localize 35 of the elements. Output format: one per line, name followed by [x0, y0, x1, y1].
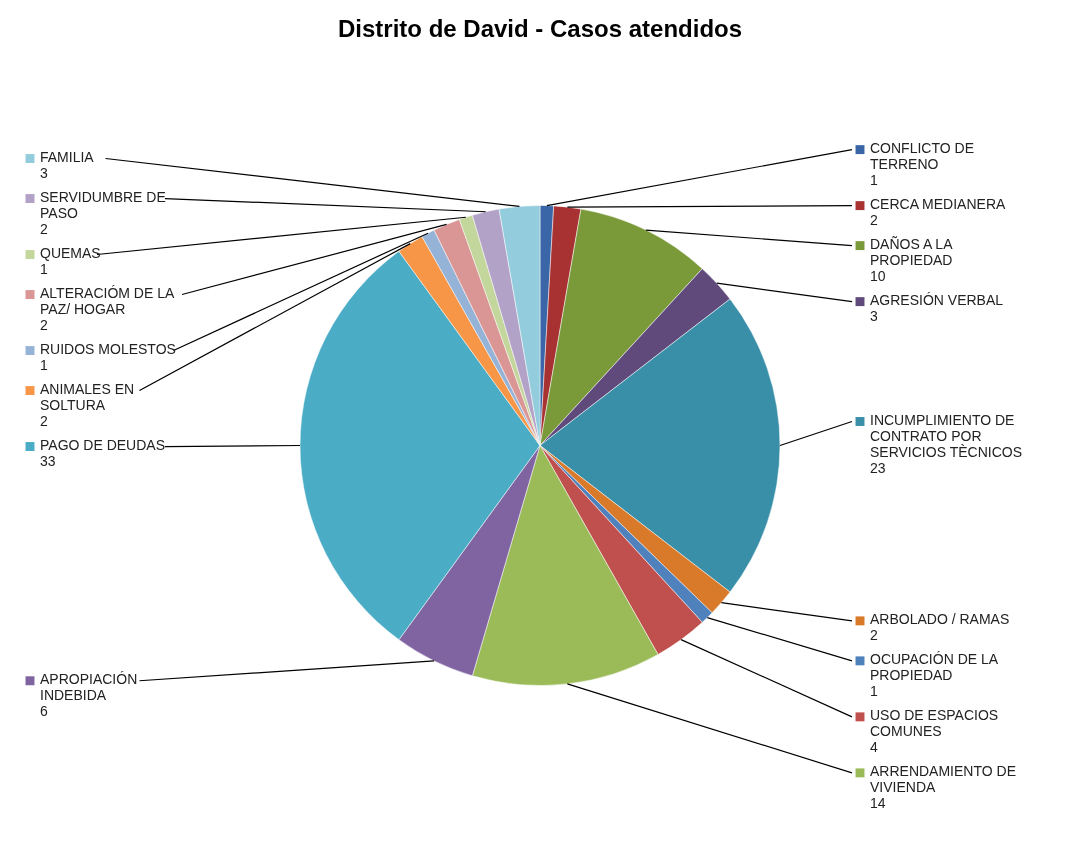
legend-label: QUEMAS	[40, 244, 101, 261]
legend-label: ARRENDAMIENTO DE VIVIENDA	[870, 762, 1016, 795]
legend-label: ALTERACIÓM DE LA PAZ/ HOGAR	[40, 284, 175, 317]
data-label: 10	[870, 267, 886, 284]
data-label: 2	[870, 211, 878, 228]
data-label: 1	[40, 356, 48, 373]
legend-label: DAÑOS A LA PROPIEDAD	[870, 235, 954, 268]
data-label: 14	[870, 794, 886, 811]
legend-label: RUIDOS MOLESTOS	[40, 340, 176, 357]
legend-label: PAGO DE DEUDAS	[40, 436, 165, 453]
data-label: 3	[870, 307, 878, 324]
data-label: 4	[870, 738, 878, 755]
data-label: 33	[40, 452, 56, 469]
legend-label: INCUMPLIMIENTO DE CONTRATO POR SERVICIOS TÈCNICOS	[870, 411, 1022, 460]
legend-label: CERCA MEDIANERA	[870, 195, 1007, 212]
legend-label: FAMILIA	[40, 148, 95, 165]
data-label: 2	[40, 412, 48, 429]
legend-label: AGRESIÓN VERBAL	[870, 291, 1004, 308]
data-label: 6	[40, 702, 48, 719]
legend-label: SERVIDUMBRE DE PASO	[40, 188, 166, 221]
data-label: 1	[870, 682, 878, 699]
data-label: 3	[40, 164, 48, 181]
data-label: 2	[40, 220, 48, 237]
data-label: 1	[870, 171, 878, 188]
chart-title: Distrito de David - Casos atendidos	[337, 15, 743, 42]
legend-label: ARBOLADO / RAMAS	[870, 610, 1010, 627]
data-label: 2	[40, 316, 48, 333]
legend-label: ANIMALES EN SOLTURA	[40, 380, 135, 413]
data-label: 2	[870, 626, 878, 643]
data-label: 1	[40, 260, 48, 277]
legend-label: USO DE ESPACIOS COMUNES	[870, 706, 999, 739]
data-label: 23	[870, 459, 886, 476]
legend-label: OCUPACIÓN DE LA PROPIEDAD	[870, 650, 999, 683]
legend-label: CONFLICTO DE TERRENO	[870, 139, 974, 172]
legend-label: APROPIACIÓN INDEBIDA	[40, 670, 138, 703]
